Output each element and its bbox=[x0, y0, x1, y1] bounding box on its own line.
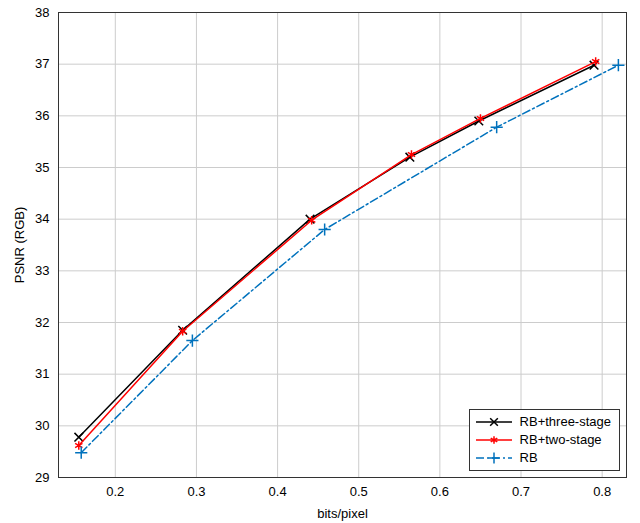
html-text:RB: RB bbox=[519, 450, 538, 465]
svg-text:36: 36 bbox=[35, 108, 49, 123]
svg-text:bits/pixel: bits/pixel bbox=[317, 506, 368, 521]
svg-text:30: 30 bbox=[35, 418, 49, 433]
svg-text:33: 33 bbox=[35, 263, 49, 278]
svg-text:0.7: 0.7 bbox=[512, 484, 530, 499]
svg-text:35: 35 bbox=[35, 160, 49, 175]
svg-text:0.5: 0.5 bbox=[350, 484, 368, 499]
svg-text:29: 29 bbox=[35, 470, 49, 485]
html-text:RB+three-stage: RB+three-stage bbox=[519, 414, 611, 429]
svg-text:37: 37 bbox=[35, 56, 49, 71]
svg-text:32: 32 bbox=[35, 315, 49, 330]
svg-text:0.8: 0.8 bbox=[593, 484, 611, 499]
svg-text:0.2: 0.2 bbox=[106, 484, 124, 499]
svg-text:0.6: 0.6 bbox=[431, 484, 449, 499]
svg-text:0.3: 0.3 bbox=[187, 484, 205, 499]
svg-text:PSNR (RGB): PSNR (RGB) bbox=[12, 207, 27, 284]
svg-text:31: 31 bbox=[35, 366, 49, 381]
svg-text:38: 38 bbox=[35, 5, 49, 20]
svg-text:0.4: 0.4 bbox=[269, 484, 287, 499]
svg-text:34: 34 bbox=[35, 211, 49, 226]
html-text:RB+two-stage: RB+two-stage bbox=[519, 432, 602, 447]
